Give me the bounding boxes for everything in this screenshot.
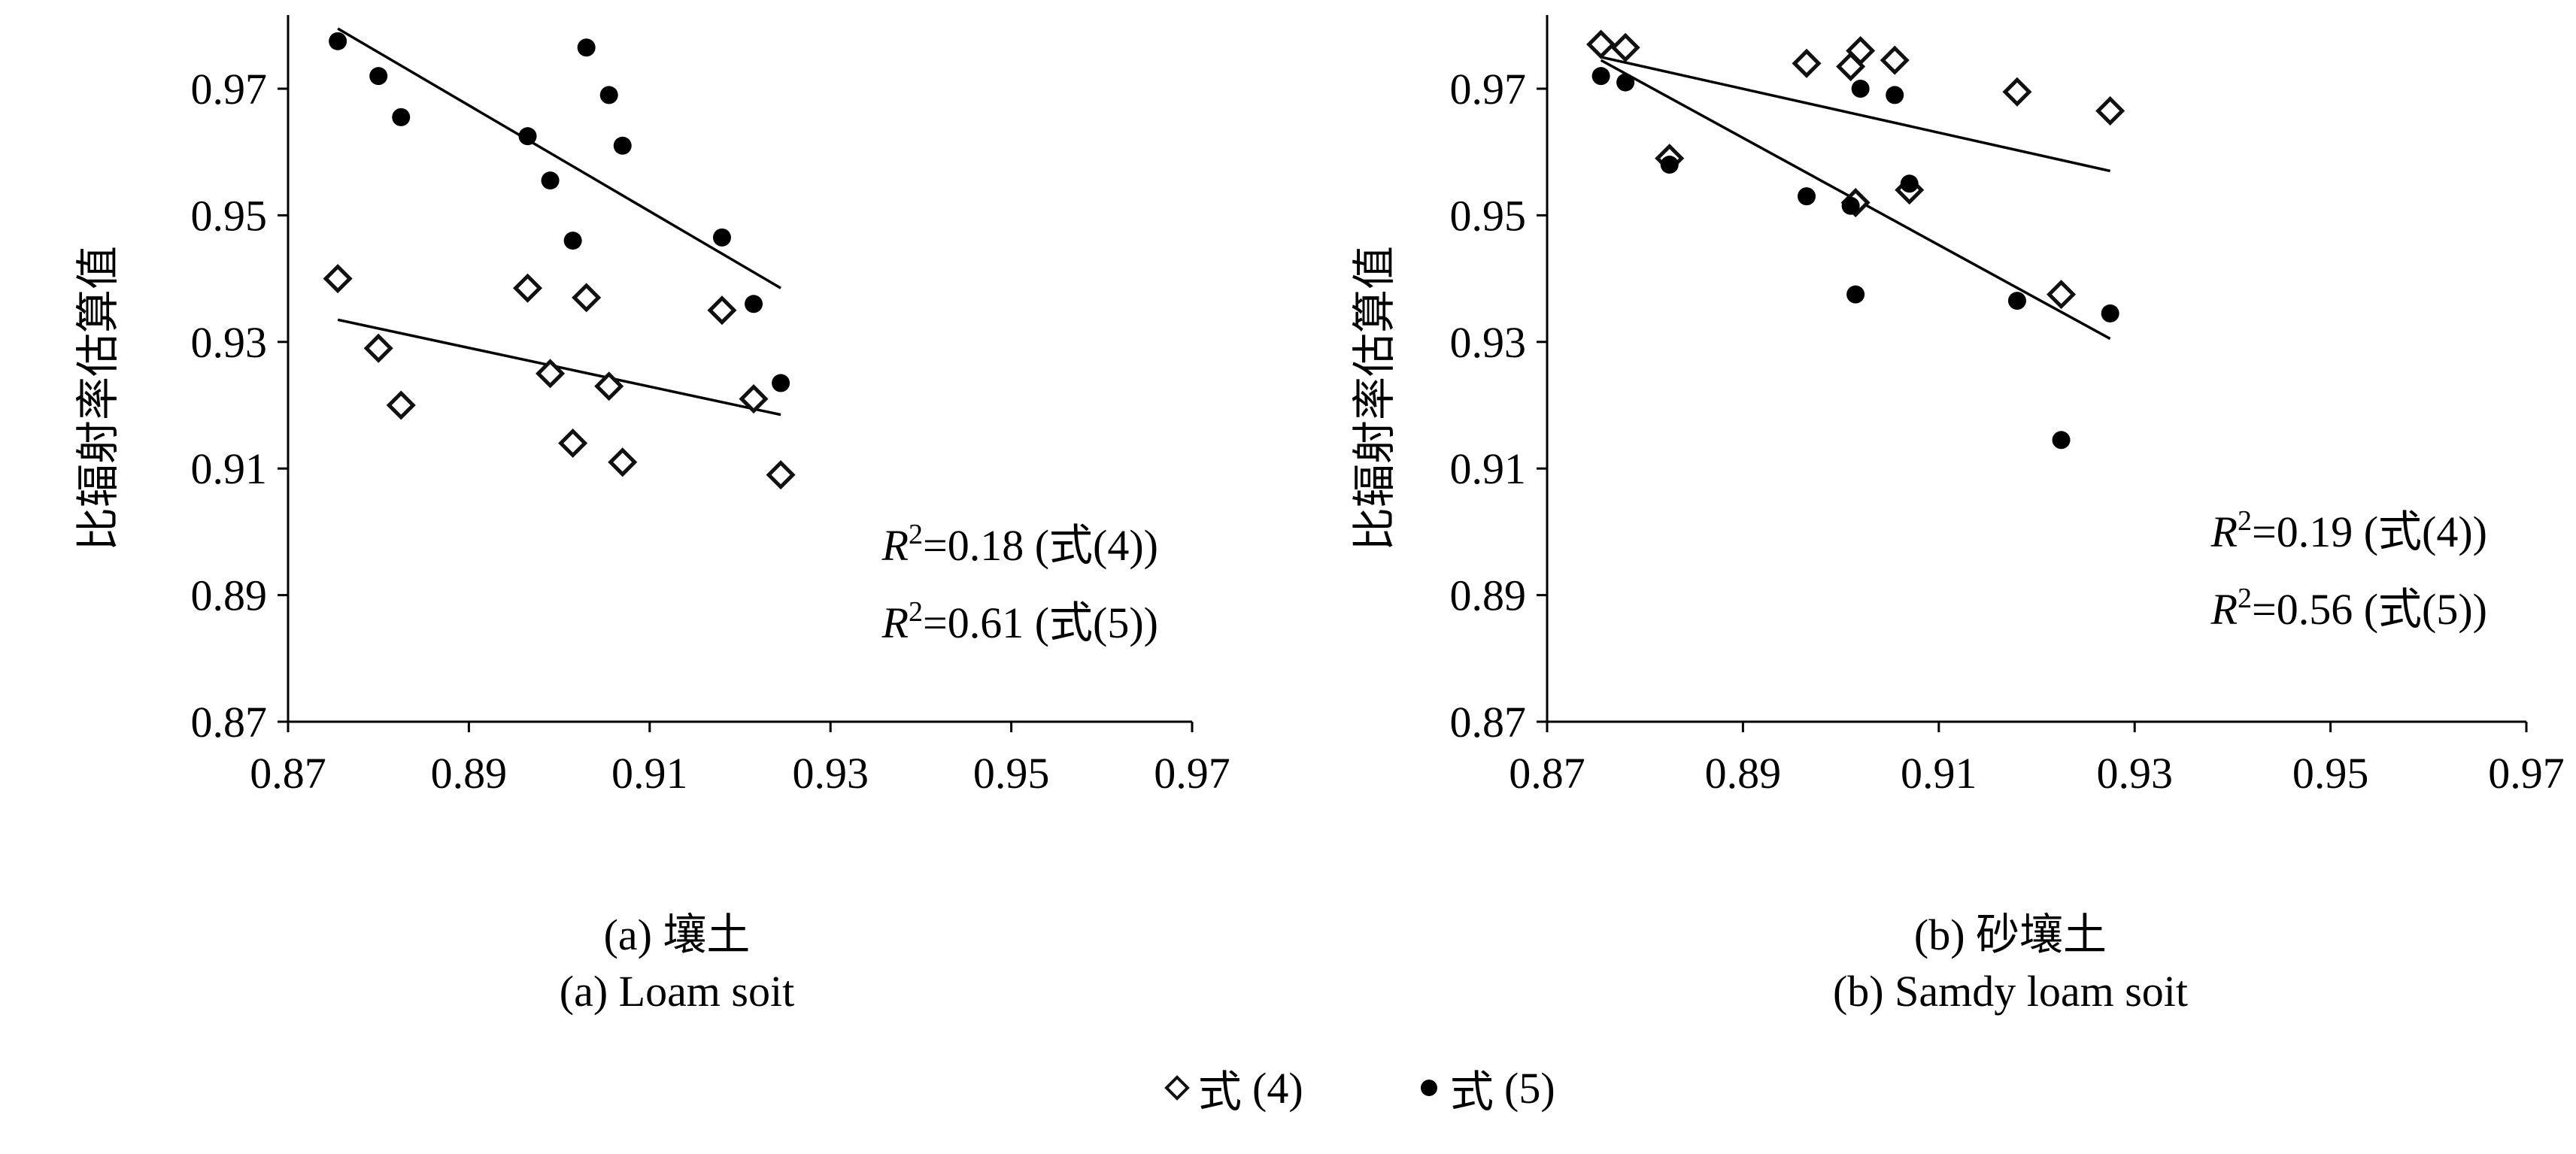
- legend-diamond-icon: [1164, 1075, 1190, 1101]
- panel-a-x-tick-label: 0.97: [1154, 749, 1230, 798]
- legend-item-formula4: 式 (4): [1162, 1056, 1303, 1119]
- panel-b-point-formula4: [2002, 77, 2032, 107]
- panel-a-point-formula4: [766, 460, 796, 490]
- panel-a-y-tick-label: 0.97: [191, 65, 268, 114]
- panel-b-y-tick-label: 0.93: [1450, 318, 1527, 367]
- panel-b-x-tick-label: 0.93: [2096, 749, 2173, 798]
- panel-b-point-formula5: [2007, 292, 2026, 310]
- legend-label-formula4-num: (4): [1252, 1063, 1303, 1113]
- panel-b-caption-zh: (b) 砂壤土: [1913, 910, 2107, 959]
- panel-a-y-tick-label: 0.95: [191, 191, 268, 240]
- panel-b-point-formula5: [2052, 431, 2071, 450]
- panel-a-r2-annotation: R2=0.61 (式(5)): [881, 596, 1158, 647]
- panel-a-x-tick-label: 0.95: [973, 749, 1050, 798]
- panel-b-y-tick-label: 0.97: [1450, 65, 1527, 114]
- panel-a-point-formula4: [707, 295, 737, 326]
- panel-a-point-formula5: [369, 67, 388, 86]
- panel-a-point-formula5: [577, 38, 596, 57]
- panel-b-x-tick-label: 0.89: [1705, 749, 1782, 798]
- panel-a-point-formula5: [613, 136, 632, 155]
- panel-b-point-formula5: [1886, 86, 1904, 104]
- panel-a-point-formula4: [572, 283, 602, 313]
- panel-b-x-tick-label: 0.87: [1509, 749, 1585, 798]
- panel-b-r2-annotation: R2=0.56 (式(5)): [2210, 583, 2487, 634]
- legend-label-formula5-zh: 式: [1450, 1066, 1494, 1117]
- panel-b-r2-annotation: R2=0.19 (式(4)): [2210, 505, 2487, 556]
- panel-a-fit-line-formula4: [337, 318, 781, 416]
- panel-a-point-formula4: [558, 428, 588, 459]
- panel-b-y-tick-label: 0.95: [1450, 191, 1527, 240]
- panel-b-caption-en: (b) Samdy loam soit: [1832, 967, 2188, 1016]
- panel-a-y-tick-label: 0.93: [191, 318, 268, 367]
- legend-dot-icon: [1421, 1080, 1437, 1096]
- panel-a-point-formula4: [386, 390, 416, 420]
- panel-b-point-formula5: [1591, 67, 1610, 86]
- panel-b-x-tick-label: 0.97: [2488, 749, 2565, 798]
- panel-a-point-formula5: [712, 228, 731, 247]
- panel-a-point-formula5: [599, 86, 618, 104]
- panel-a-point-formula4: [739, 384, 769, 414]
- panel-b-point-formula5: [1841, 196, 1860, 215]
- legend-item-formula5: 式 (5): [1414, 1056, 1555, 1119]
- panel-b-point-formula4: [1586, 29, 1616, 59]
- panel-a-caption-zh: (a) 壤土: [603, 910, 751, 959]
- panel-a-caption-en: (a) Loam soit: [559, 967, 795, 1016]
- panel-a-point-formula4: [536, 359, 566, 389]
- panel-b-y-tick-label: 0.87: [1450, 698, 1527, 747]
- panel-b-y-tick-label: 0.89: [1450, 571, 1527, 620]
- panel-a-x-tick-label: 0.87: [250, 749, 326, 798]
- panel-b-point-formula4: [2095, 95, 2125, 126]
- panel-a-point-formula5: [392, 108, 411, 126]
- panel-b-y-axis-title: 比辐射率估算值: [1349, 246, 1400, 551]
- legend-label-formula4-zh: 式: [1198, 1066, 1242, 1117]
- panel-a-y-tick-label: 0.91: [191, 444, 268, 493]
- panel-a-point-formula5: [745, 295, 763, 313]
- panel-a-r2-annotation: R2=0.18 (式(4)): [881, 519, 1158, 570]
- panel-a-point-formula5: [329, 32, 347, 50]
- legend-label-formula5-num: (5): [1504, 1063, 1555, 1113]
- panel-a-y-tick-label: 0.87: [191, 698, 268, 747]
- panel-a-point-formula4: [608, 447, 638, 477]
- panel-a-y-axis-title: 比辐射率估算值: [72, 246, 123, 551]
- panel-a-point-formula5: [518, 127, 537, 146]
- panel-b-point-formula5: [1846, 285, 1865, 304]
- panel-a-point-formula4: [363, 333, 393, 363]
- panel-b-point-formula4: [2047, 280, 2077, 310]
- panel-b-point-formula4: [1880, 45, 1910, 75]
- panel-a-point-formula5: [563, 232, 582, 250]
- panel-a-y-tick-label: 0.89: [191, 571, 268, 620]
- panel-b-point-formula5: [1660, 156, 1679, 174]
- panel-b-point-formula4: [1846, 35, 1876, 66]
- panel-b-point-formula5: [1851, 80, 1870, 98]
- panel-b-point-formula5: [1900, 174, 1919, 193]
- panel-a-point-formula5: [541, 171, 560, 190]
- panel-b-point-formula4: [1792, 48, 1822, 78]
- panel-a-x-tick-label: 0.93: [792, 749, 869, 798]
- panel-b-y-tick-label: 0.91: [1450, 444, 1527, 493]
- panel-a-point-formula4: [594, 371, 624, 401]
- panel-b-point-formula5: [1616, 73, 1635, 92]
- panel-b-x-tick-label: 0.91: [1901, 749, 1977, 798]
- panel-a-x-tick-label: 0.91: [611, 749, 688, 798]
- panel-b-point-formula5: [2101, 304, 2119, 323]
- panel-b-chart: 0.87 0.89 0.91 0.93 0.95 0.97 0.87 0.89 0.91 0.93…: [1349, 15, 2565, 798]
- panel-b-fit-line-formula4: [1601, 56, 2111, 173]
- panel-b-point-formula5: [1798, 187, 1816, 206]
- panel-a-point-formula4: [323, 264, 353, 294]
- panel-a-point-formula5: [772, 374, 790, 392]
- panel-b-point-formula4: [1610, 32, 1640, 62]
- panel-a-x-tick-label: 0.89: [431, 749, 508, 798]
- panel-a-fit-line-formula5: [337, 27, 781, 289]
- panel-a-chart: 0.87 0.89 0.91 0.93 0.95 0.97 0.87 0.89 0.91 0.93…: [72, 15, 1230, 798]
- panel-a-point-formula4: [512, 273, 543, 303]
- panel-b-x-tick-label: 0.95: [2292, 749, 2369, 798]
